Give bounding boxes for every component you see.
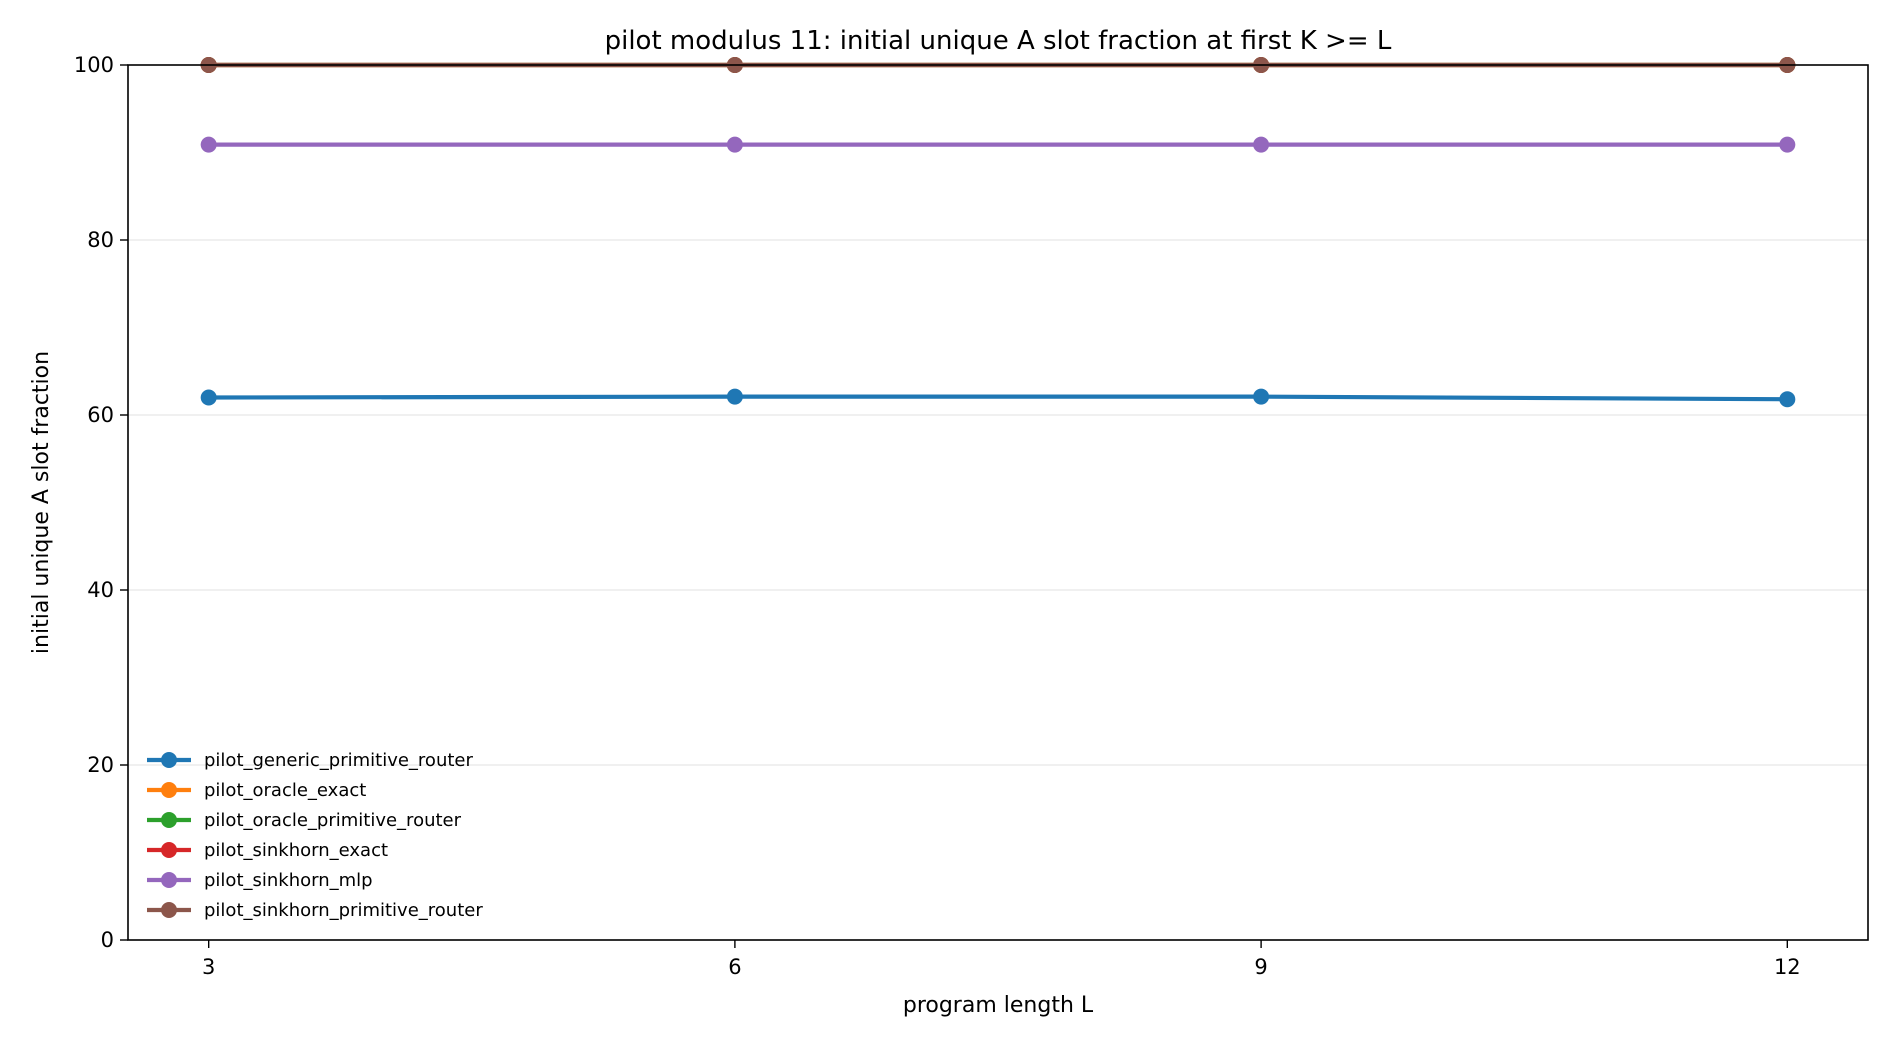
legend-label: pilot_generic_primitive_router: [204, 750, 473, 771]
legend-label: pilot_sinkhorn_exact: [204, 840, 388, 861]
series-line: [206, 394, 1790, 402]
y-tick-label: 20: [87, 753, 114, 777]
x-tick-label: 3: [202, 955, 215, 979]
x-tick-label: 9: [1254, 955, 1267, 979]
data-point: [1779, 391, 1796, 408]
legend-item: pilot_generic_primitive_router: [147, 750, 473, 771]
legend-swatch-marker: [161, 842, 177, 858]
x-tick-label: 6: [728, 955, 741, 979]
data-point: [200, 136, 217, 153]
legend-swatch-marker: [161, 782, 177, 798]
data-point: [1253, 388, 1270, 405]
legend-label: pilot_sinkhorn_mlp: [204, 870, 373, 891]
legend-label: pilot_sinkhorn_primitive_router: [204, 900, 483, 921]
legend-item: pilot_oracle_exact: [147, 780, 366, 801]
x-tick-label: 12: [1774, 955, 1801, 979]
y-tick-label: 40: [87, 578, 114, 602]
data-point: [1779, 136, 1796, 153]
legend-swatch-marker: [161, 902, 177, 918]
plot-frame: [127, 64, 1869, 941]
y-tick-label: 0: [101, 928, 114, 952]
legend-item: pilot_sinkhorn_exact: [147, 840, 388, 861]
y-tick-label: 60: [87, 403, 114, 427]
series-pilot_generic_primitive_router: [200, 388, 1796, 408]
x-axis-title: program length L: [903, 993, 1094, 1018]
legend-label: pilot_oracle_exact: [204, 780, 366, 801]
legend-swatch-marker: [161, 812, 177, 828]
series-pilot_sinkhorn_mlp: [200, 136, 1796, 153]
y-tick-label: 80: [87, 228, 114, 252]
legend-swatch-marker: [161, 752, 177, 768]
data-point: [726, 136, 743, 153]
data-point: [1253, 136, 1270, 153]
data-point: [726, 388, 743, 405]
legend-swatch-marker: [161, 872, 177, 888]
legend-item: pilot_oracle_primitive_router: [147, 810, 462, 831]
legend: pilot_generic_primitive_router pilot_orac…: [147, 750, 483, 921]
legend-item: pilot_sinkhorn_mlp: [147, 870, 373, 891]
chart-title: pilot modulus 11: initial unique A slot …: [605, 26, 1392, 56]
legend-label: pilot_oracle_primitive_router: [204, 810, 462, 831]
legend-item: pilot_sinkhorn_primitive_router: [147, 900, 483, 921]
axes: 0 20 40 60 80 100 3 6 9 12: [74, 53, 1801, 979]
y-tick-label: 100: [74, 53, 114, 77]
y-axis-title: initial unique A slot fraction: [29, 351, 54, 654]
data-point: [200, 389, 217, 406]
